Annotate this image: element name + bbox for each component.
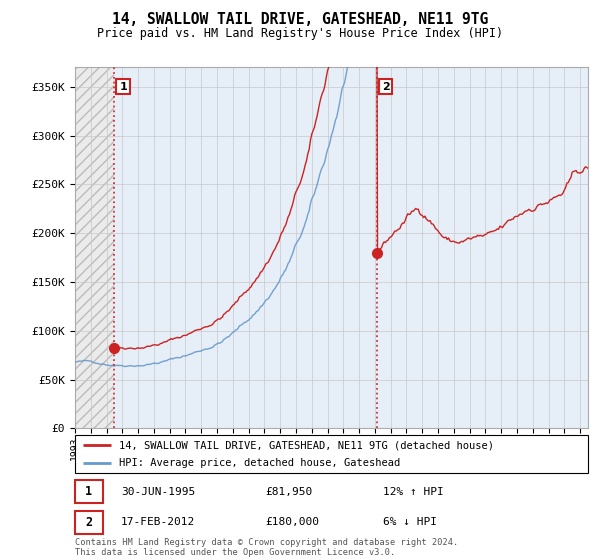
Text: HPI: Average price, detached house, Gateshead: HPI: Average price, detached house, Gate… [119,458,400,468]
Text: 6% ↓ HPI: 6% ↓ HPI [383,517,437,528]
Bar [115,67,588,428]
Text: 30-JUN-1995: 30-JUN-1995 [121,487,196,497]
Text: Contains HM Land Registry data © Crown copyright and database right 2024.
This d: Contains HM Land Registry data © Crown c… [75,538,458,557]
FancyBboxPatch shape [75,511,103,534]
Bar [75,67,115,428]
Text: 14, SWALLOW TAIL DRIVE, GATESHEAD, NE11 9TG (detached house): 14, SWALLOW TAIL DRIVE, GATESHEAD, NE11 … [119,440,494,450]
Text: 17-FEB-2012: 17-FEB-2012 [121,517,196,528]
Text: Price paid vs. HM Land Registry's House Price Index (HPI): Price paid vs. HM Land Registry's House … [97,27,503,40]
Text: 12% ↑ HPI: 12% ↑ HPI [383,487,443,497]
Text: £81,950: £81,950 [265,487,312,497]
Text: 2: 2 [85,516,92,529]
Text: 1: 1 [85,485,92,498]
Bar [75,67,115,428]
FancyBboxPatch shape [75,480,103,503]
Text: 1: 1 [119,82,127,92]
Text: £180,000: £180,000 [265,517,319,528]
Text: 14, SWALLOW TAIL DRIVE, GATESHEAD, NE11 9TG: 14, SWALLOW TAIL DRIVE, GATESHEAD, NE11 … [112,12,488,27]
Text: 2: 2 [382,82,389,92]
